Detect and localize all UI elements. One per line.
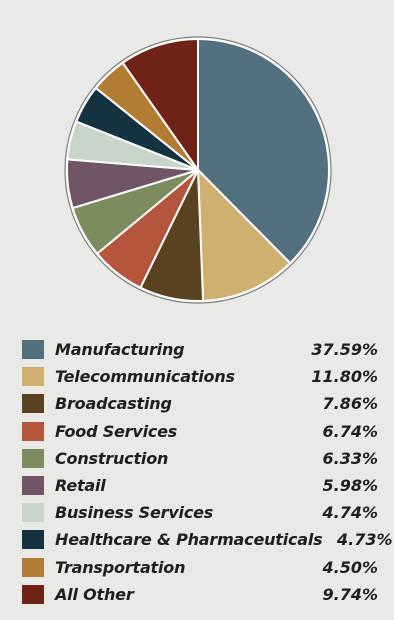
legend-label: Construction xyxy=(55,448,169,468)
legend-swatch xyxy=(22,557,44,577)
legend-swatch xyxy=(22,421,44,441)
legend-swatch xyxy=(22,584,44,604)
legend-value: 6.74% xyxy=(322,421,378,441)
legend-item: Food Services 6.74% xyxy=(22,418,378,445)
legend-value: 4.74% xyxy=(322,503,378,523)
legend-item: Business Services 4.74% xyxy=(22,499,378,526)
legend-label: All Other xyxy=(55,584,134,604)
legend-label: Broadcasting xyxy=(55,394,172,414)
legend-swatch xyxy=(22,340,44,360)
legend-item: Manufacturing 37.59% xyxy=(22,336,378,363)
legend-swatch xyxy=(22,476,44,496)
legend-item: Construction 6.33% xyxy=(22,445,378,472)
legend-label: Retail xyxy=(55,476,106,496)
legend-value: 4.73% xyxy=(337,530,393,550)
legend-value: 9.74% xyxy=(322,584,378,604)
legend-label: Healthcare & Pharmaceuticals xyxy=(55,530,323,550)
legend-label: Telecommunications xyxy=(55,367,235,387)
legend-item: Healthcare & Pharmaceuticals 4.73% xyxy=(22,526,393,553)
legend-item: Broadcasting 7.86% xyxy=(22,390,378,417)
legend-value: 4.50% xyxy=(322,557,378,577)
legend-value: 7.86% xyxy=(322,394,378,414)
legend-swatch xyxy=(22,530,44,550)
legend-value: 11.80% xyxy=(311,367,378,387)
legend-item: Retail 5.98% xyxy=(22,472,378,499)
legend-label: Business Services xyxy=(55,503,214,523)
legend-value: 6.33% xyxy=(322,448,378,468)
pie-chart xyxy=(64,36,332,304)
legend: Manufacturing 37.59% Telecommunications 11.… xyxy=(22,336,393,608)
pie-slice-telecommunications xyxy=(197,169,292,302)
legend-item: All Other 9.74% xyxy=(22,581,378,608)
legend-label: Transportation xyxy=(55,557,186,577)
legend-value: 37.59% xyxy=(311,340,378,360)
legend-label: Manufacturing xyxy=(55,340,185,360)
legend-swatch xyxy=(22,503,44,523)
legend-label: Food Services xyxy=(55,421,178,441)
pie-slice-all-other xyxy=(121,38,199,171)
legend-swatch xyxy=(22,448,44,468)
pie-slice-manufacturing xyxy=(197,38,330,265)
legend-item: Telecommunications 11.80% xyxy=(22,363,378,390)
legend-swatch xyxy=(22,367,44,387)
legend-value: 5.98% xyxy=(322,476,378,496)
legend-swatch xyxy=(22,394,44,414)
legend-item: Transportation 4.50% xyxy=(22,554,378,581)
